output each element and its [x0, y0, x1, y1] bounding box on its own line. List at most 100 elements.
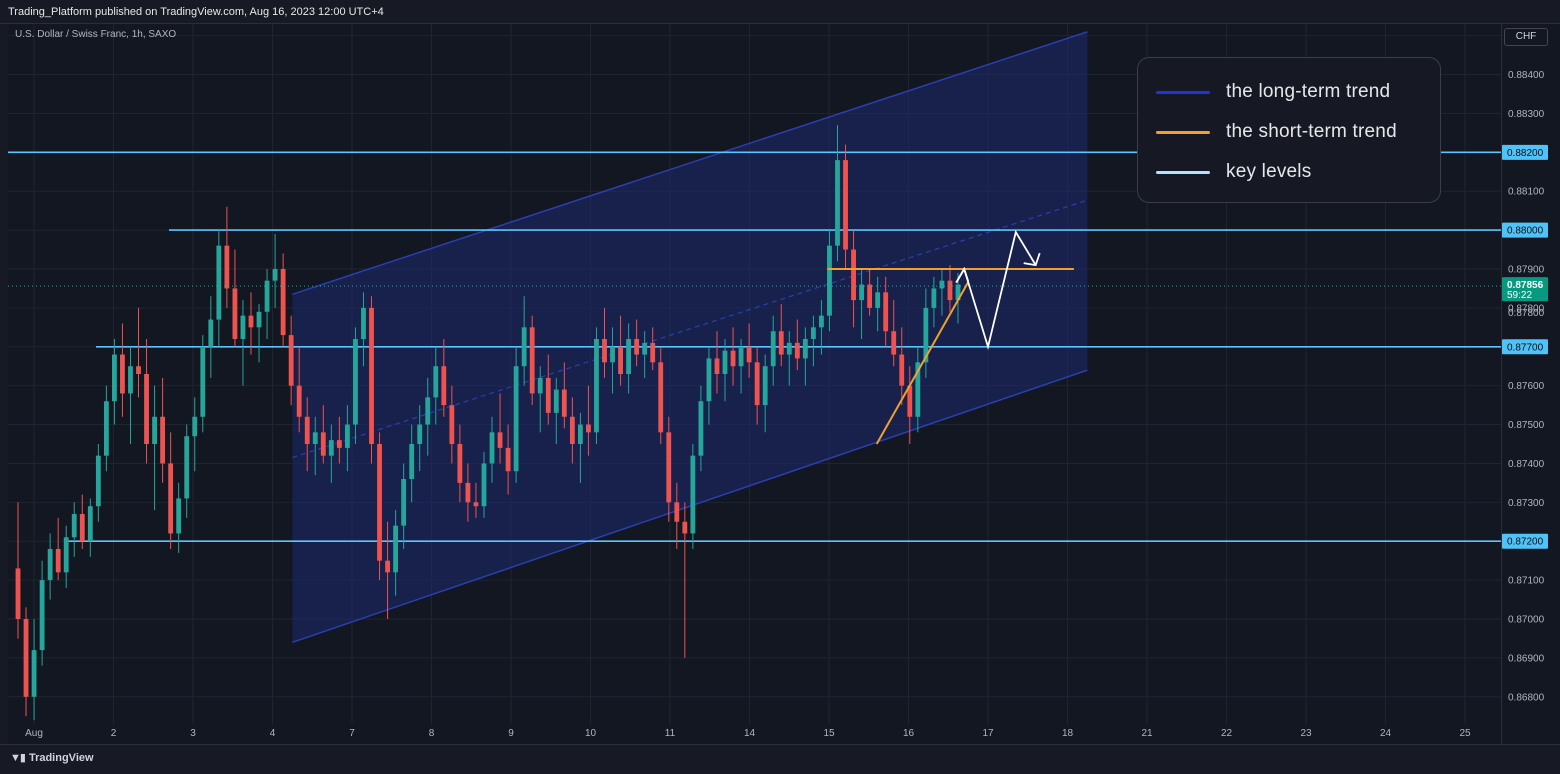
channel-fill — [292, 31, 1088, 643]
candle-body — [152, 416, 157, 444]
key-level-badge — [1502, 222, 1548, 238]
x-tick-label: 15 — [823, 728, 835, 739]
candle-body — [626, 339, 632, 374]
candle-body — [312, 432, 318, 444]
candle-body — [39, 580, 45, 651]
short-term-support-line — [875, 281, 969, 445]
candle-body — [674, 502, 680, 522]
candle-body — [264, 280, 270, 312]
candle-body — [754, 362, 760, 406]
candle-body — [192, 416, 198, 437]
candle-body — [481, 463, 487, 507]
key-level-badge-label: 0.88000 — [1507, 226, 1544, 237]
candle-body — [160, 416, 166, 464]
symbol-label: U.S. Dollar / Swiss Franc, 1h, SAXO — [15, 29, 177, 40]
candle-body — [433, 366, 439, 398]
candle-body — [610, 346, 615, 363]
countdown-label: 59:22 — [1507, 290, 1532, 301]
key-levels-swatch — [1156, 170, 1210, 174]
projection-path — [955, 229, 1041, 351]
x-tick-label: 21 — [1141, 728, 1153, 739]
price-tick-label: 0.87100 — [1508, 576, 1545, 587]
candle-body — [385, 560, 390, 573]
short-term-swatch — [1156, 130, 1210, 134]
price-tick-label: 0.87800 — [1508, 303, 1545, 314]
currency-button[interactable]: CHF — [1504, 28, 1548, 46]
candle-body — [819, 315, 824, 328]
candle-body — [931, 288, 937, 308]
candle-body — [658, 362, 664, 433]
candle-body — [569, 416, 575, 444]
candle-body — [200, 346, 206, 417]
candle-body — [425, 397, 431, 425]
candle-body — [473, 502, 479, 507]
candle-body — [738, 346, 744, 367]
candle-body — [15, 568, 21, 619]
tradingview-brand[interactable]: ▼▮ TradingView — [10, 751, 94, 765]
long-term-channel — [292, 31, 1088, 644]
candle-body — [650, 342, 656, 363]
candle-body — [176, 498, 182, 534]
candle-body — [457, 444, 463, 483]
candle-body — [682, 521, 688, 534]
candle-body — [361, 307, 366, 339]
candle-body — [594, 339, 599, 433]
price-tick-label: 0.87600 — [1508, 381, 1545, 392]
candle-body — [851, 249, 856, 301]
candle-body — [296, 385, 302, 417]
tradingview-logo-icon: ▼▮ — [10, 752, 26, 764]
price-tick-label: 0.87900 — [1508, 265, 1545, 276]
candle-body — [248, 315, 254, 328]
candle-body — [786, 342, 792, 355]
candle-body — [47, 549, 53, 581]
price-tick-label: 0.86900 — [1508, 653, 1545, 664]
brand-label: TradingView — [28, 751, 94, 764]
candle-body — [393, 525, 399, 573]
candle-body — [553, 389, 559, 413]
candle-body — [545, 377, 551, 413]
candle-body — [168, 463, 174, 534]
candle-body — [95, 455, 101, 507]
candle-body — [521, 327, 527, 367]
candlestick-chart[interactable]: Aug 2 3 4 7 8 9 10 11 14 15 16 17 18 21 22 23 24 25 — [8, 24, 1501, 744]
candle-body — [128, 366, 133, 394]
candle-body — [513, 366, 519, 472]
x-tick-label: 22 — [1221, 728, 1233, 739]
legend-key-levels: key levels — [1156, 158, 1311, 186]
candle-body — [907, 385, 913, 417]
x-tick-label: 14 — [744, 728, 756, 739]
candle-body — [891, 331, 897, 355]
price-axis-scale: 0.885000.884000.883000.882000.881000.880… — [1502, 31, 1548, 703]
candle-body — [577, 424, 583, 444]
price-tick-label: 0.88300 — [1508, 109, 1545, 120]
legend-label-key-levels: key levels — [1226, 161, 1312, 182]
channel-upper-line — [292, 31, 1088, 295]
candle-body — [112, 354, 117, 402]
candle-body — [71, 514, 77, 538]
candle-body — [377, 444, 382, 561]
footer-bar — [0, 744, 1560, 774]
candle-body — [280, 269, 286, 336]
key-level-badge-label: 0.88200 — [1507, 148, 1544, 159]
candle-body — [505, 447, 511, 472]
candle-body — [778, 331, 784, 355]
candle-body — [794, 342, 800, 359]
price-tick-label: 0.86800 — [1508, 692, 1545, 703]
price-axis[interactable]: 0.885000.884000.883000.882000.881000.880… — [1501, 24, 1560, 744]
candle-body — [835, 160, 840, 246]
key-level-badge — [1502, 339, 1548, 355]
candle-body — [802, 339, 808, 359]
candle-body — [666, 432, 672, 503]
candle-body — [899, 354, 905, 386]
candle-body — [353, 339, 358, 425]
candle-body — [120, 354, 125, 394]
candle-body — [843, 160, 848, 250]
candle-body — [746, 346, 752, 363]
x-tick-label: Aug — [25, 728, 43, 739]
candle-body — [63, 537, 69, 573]
candle-body — [272, 269, 278, 281]
candle-body — [497, 432, 503, 448]
price-tick-label-partial: 0.87800 — [1508, 308, 1545, 319]
candle-body — [883, 292, 889, 332]
candle-body — [31, 650, 37, 697]
